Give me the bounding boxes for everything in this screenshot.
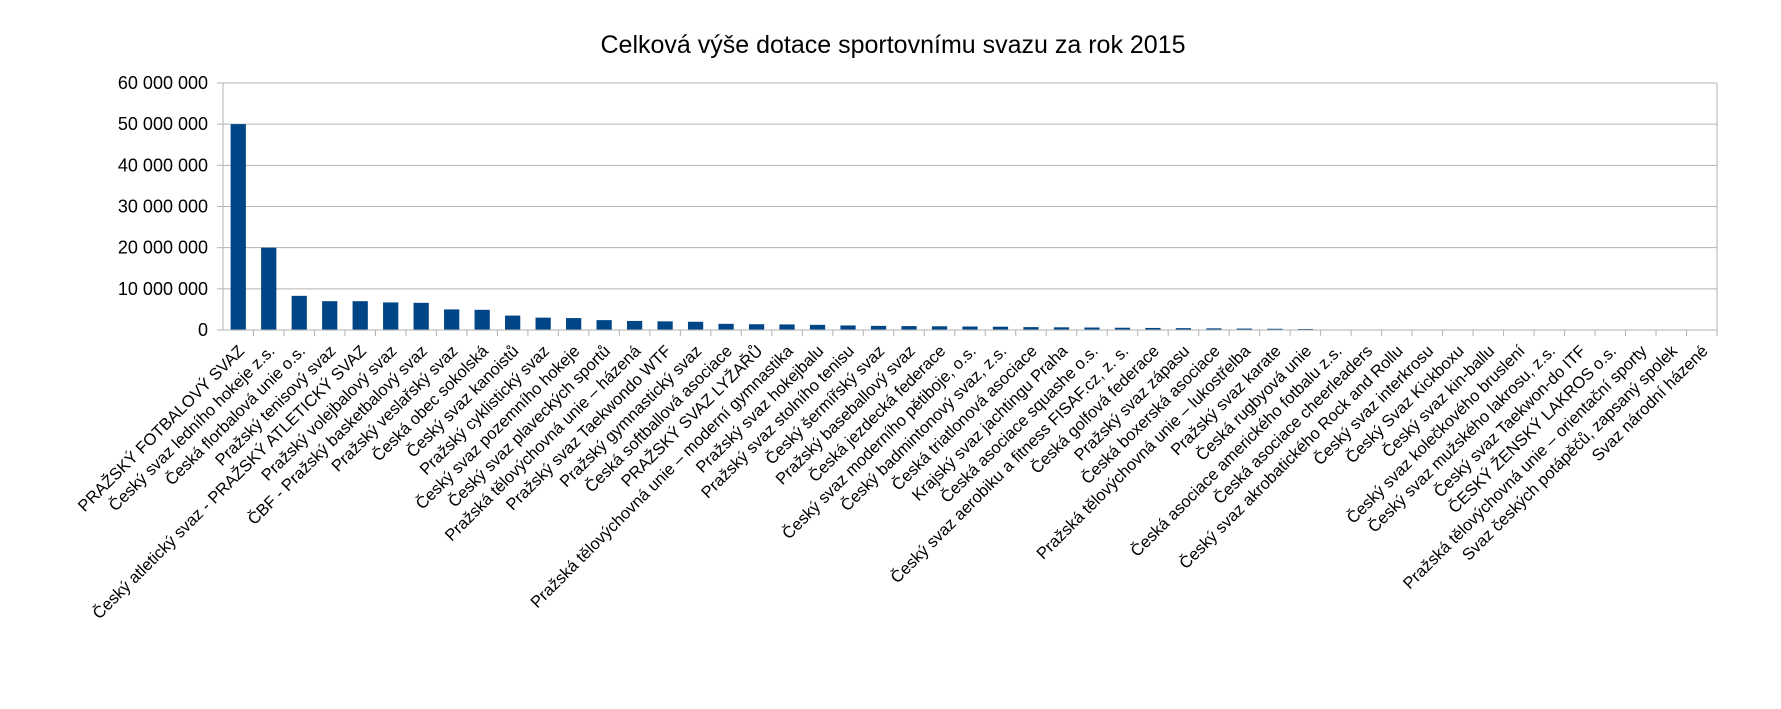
bar	[1206, 328, 1222, 330]
bar	[962, 326, 978, 330]
bar	[657, 321, 673, 330]
y-axis: 0 10 000 000 20 000 000 30 000 000 40 000 00…	[118, 73, 224, 340]
y-tick-label: 40 000 000	[118, 155, 208, 175]
bar	[1297, 328, 1314, 330]
bar	[261, 247, 277, 330]
chart-title: Celková výše dotace sportovnímu svazu za…	[600, 31, 1185, 59]
bar	[1084, 327, 1100, 330]
bar	[779, 324, 795, 330]
bar	[535, 317, 551, 330]
bar	[383, 302, 399, 330]
y-tick-label: 0	[198, 320, 208, 340]
bar	[444, 309, 460, 330]
bar	[1175, 328, 1192, 330]
bar	[566, 318, 582, 330]
bar	[413, 302, 429, 330]
bar	[505, 315, 521, 330]
bar	[1023, 327, 1039, 330]
bar	[230, 124, 246, 331]
bar	[748, 324, 765, 330]
bar	[1114, 327, 1131, 330]
bar	[1053, 327, 1070, 330]
bar	[687, 321, 704, 330]
bars	[230, 124, 1710, 331]
y-tick-label: 50 000 000	[118, 114, 208, 134]
bar	[1267, 328, 1283, 330]
y-tick-label: 10 000 000	[118, 279, 208, 299]
bar	[1145, 327, 1161, 330]
bar	[596, 320, 612, 330]
bar	[992, 326, 1009, 330]
bar	[809, 324, 826, 330]
bar	[291, 295, 307, 330]
bar	[931, 326, 948, 330]
bar	[718, 323, 734, 330]
bar	[626, 320, 643, 330]
bar	[870, 325, 887, 330]
bar	[322, 301, 338, 330]
bar	[1236, 328, 1253, 330]
y-tick-label: 20 000 000	[118, 238, 208, 258]
bar	[352, 301, 368, 330]
y-tick-label: 30 000 000	[118, 197, 208, 217]
y-tick-label: 60 000 000	[118, 73, 208, 93]
bar	[901, 326, 917, 330]
bar	[474, 309, 490, 330]
bar	[840, 325, 856, 330]
